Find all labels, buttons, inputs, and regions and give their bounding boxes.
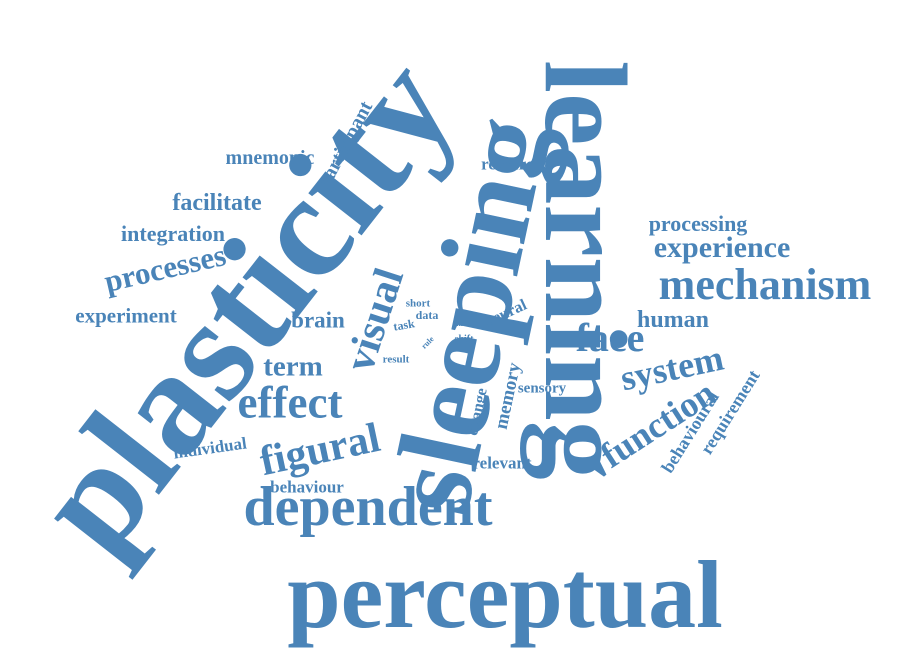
- word-shift: shift: [454, 334, 474, 345]
- word-brain: brain: [291, 307, 345, 333]
- word-link: link: [456, 319, 470, 328]
- word-behaviour: behaviour: [270, 477, 344, 497]
- word-effect: effect: [237, 377, 343, 428]
- word-task: task: [392, 316, 416, 334]
- word-short: short: [405, 297, 431, 310]
- word-relevant: relevant: [472, 453, 532, 473]
- word-mechanism: mechanism: [658, 260, 872, 309]
- word-human: human: [636, 307, 710, 333]
- word-result: result: [382, 353, 410, 366]
- word-data: data: [415, 308, 439, 322]
- word-experience: experience: [653, 231, 791, 264]
- word-experiment: experiment: [75, 303, 177, 328]
- word-learning: learning: [520, 60, 651, 480]
- word-processing: processing: [648, 211, 748, 236]
- word-dependent: dependent: [243, 476, 493, 538]
- word-sensory: sensory: [517, 380, 567, 397]
- word-term: term: [263, 350, 323, 383]
- word-research: research: [481, 154, 543, 174]
- word-facilitate: facilitate: [172, 190, 262, 216]
- word-face: face: [575, 315, 645, 360]
- word-integration: integration: [121, 221, 225, 246]
- word-perceptual: perceptual: [287, 541, 723, 648]
- word-mnemonic: mnemonic: [225, 147, 315, 169]
